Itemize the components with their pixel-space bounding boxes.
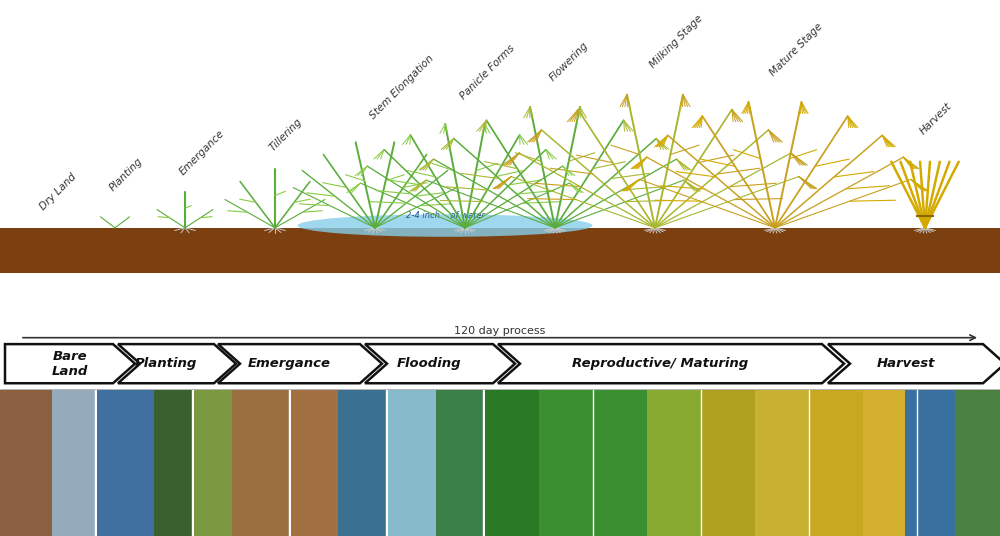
Bar (0, 228, 1000, 273)
Text: Stem Elongation: Stem Elongation (368, 53, 436, 121)
Bar (485, 390, 539, 536)
Bar (0, 390, 52, 536)
Bar (194, 390, 232, 536)
Polygon shape (365, 344, 515, 383)
Polygon shape (5, 344, 135, 383)
Bar (647, 390, 701, 536)
Text: Reproductive/ Maturing: Reproductive/ Maturing (572, 357, 748, 370)
Text: 120 day process: 120 day process (454, 325, 546, 336)
Ellipse shape (298, 214, 592, 237)
Text: Harvest: Harvest (876, 357, 935, 370)
Bar (291, 390, 338, 536)
Bar (701, 390, 755, 536)
Bar (97, 390, 154, 536)
Text: Mature Stage: Mature Stage (768, 21, 825, 78)
Bar (539, 390, 593, 536)
Polygon shape (498, 344, 844, 383)
Bar (52, 390, 95, 536)
Text: Planting: Planting (135, 357, 197, 370)
Text: Flowering: Flowering (548, 40, 591, 83)
Bar (755, 390, 809, 536)
Bar (154, 390, 192, 536)
Text: Dry Land: Dry Land (38, 172, 78, 212)
Bar (593, 390, 647, 536)
Text: Bare
Land: Bare Land (52, 349, 88, 378)
Bar (809, 390, 863, 536)
Polygon shape (828, 344, 1000, 383)
Text: Flooding: Flooding (397, 357, 461, 370)
Text: Milking Stage: Milking Stage (648, 13, 705, 70)
Text: Planting: Planting (108, 156, 145, 193)
Text: Emergance: Emergance (178, 128, 227, 177)
Text: 2-4 inch    of water: 2-4 inch of water (406, 211, 484, 220)
Polygon shape (118, 344, 236, 383)
Bar (338, 390, 386, 536)
Text: Emergance: Emergance (248, 357, 330, 370)
Bar (905, 390, 954, 536)
Text: Harvest: Harvest (918, 101, 954, 137)
Bar (954, 390, 1000, 536)
Bar (388, 390, 436, 536)
Bar (863, 390, 917, 536)
Bar (436, 390, 483, 536)
Text: Panicle Forms: Panicle Forms (458, 43, 516, 102)
Text: Tillering: Tillering (268, 116, 305, 153)
Polygon shape (218, 344, 382, 383)
Bar (232, 390, 289, 536)
